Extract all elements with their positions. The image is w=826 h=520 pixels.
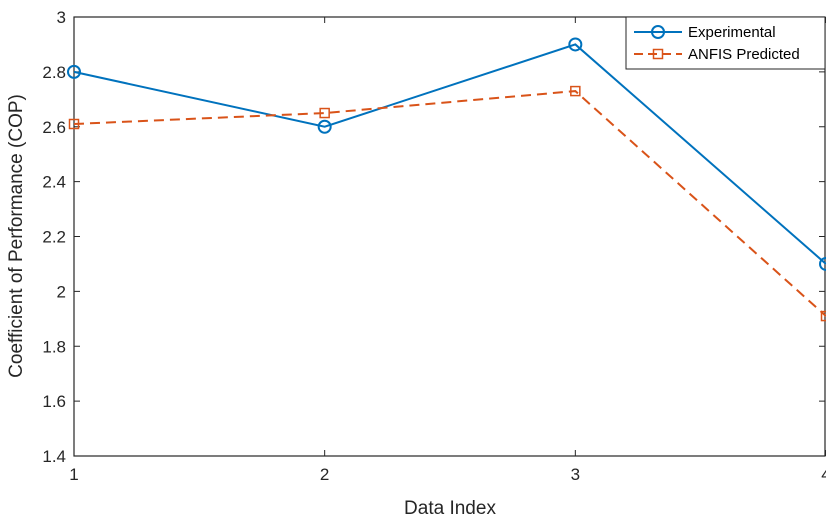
y-axis-title: Coefficient of Performance (COP) xyxy=(6,94,27,378)
x-tick-label: 1 xyxy=(69,465,78,484)
x-tick-label: 4 xyxy=(821,465,826,484)
data-point-circle xyxy=(67,64,81,79)
legend: Experimental ANFIS Predicted xyxy=(625,16,826,70)
data-point-square xyxy=(68,118,80,130)
data-point-square xyxy=(570,85,581,97)
data-point-circle xyxy=(819,256,826,271)
data-point-circle xyxy=(317,119,332,134)
y-tick-label: 1.6 xyxy=(42,392,66,411)
y-tick-label: 2.8 xyxy=(42,63,66,82)
y-tick-label: 2.6 xyxy=(42,118,66,137)
y-tick-label: 2.4 xyxy=(42,173,66,192)
data-point-circle xyxy=(568,37,583,52)
x-tick-label: 2 xyxy=(320,465,329,484)
legend-label: Experimental xyxy=(688,24,776,41)
legend-label: ANFIS Predicted xyxy=(688,46,800,63)
y-tick-label: 2.2 xyxy=(42,228,66,247)
series-anfis-predicted xyxy=(68,85,826,322)
series-experimental xyxy=(67,37,826,271)
data-point-square xyxy=(820,310,826,322)
legend-marker-square xyxy=(652,48,664,60)
x-axis-title: Data Index xyxy=(404,498,496,519)
y-tick-label: 2 xyxy=(57,282,66,301)
series-layer xyxy=(67,37,826,322)
series-line xyxy=(73,90,826,317)
legend-marker-circle xyxy=(651,25,665,39)
x-tick-label: 3 xyxy=(571,465,580,484)
series-line xyxy=(73,43,826,265)
y-tick-label: 3 xyxy=(57,8,66,27)
plot-area-box xyxy=(73,16,826,457)
legend-box xyxy=(625,16,826,70)
y-tick-label: 1.8 xyxy=(42,337,66,356)
data-point-square xyxy=(319,107,330,119)
y-tick-label: 1.4 xyxy=(42,447,66,466)
axes: 1.4 1.6 1.8 2 2.2 2.4 2.6 2.8 3 1 2 3 4 xyxy=(42,8,826,484)
